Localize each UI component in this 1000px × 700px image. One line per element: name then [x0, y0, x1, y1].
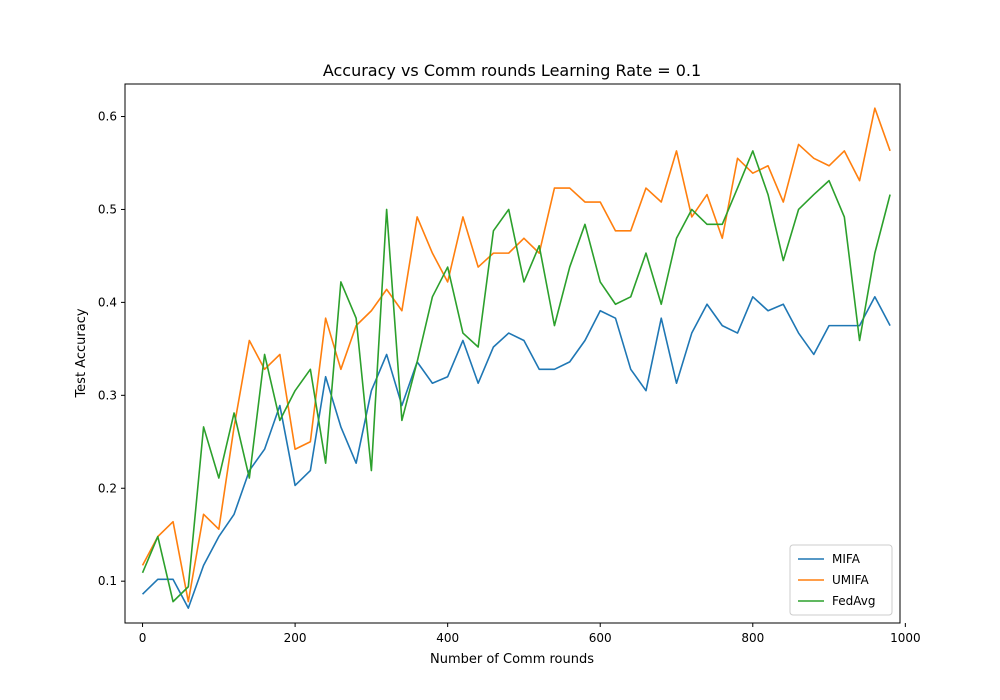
x-axis: 0 200 400 600 800 1000	[139, 623, 921, 645]
y-tick-label: 0.1	[98, 574, 117, 588]
legend-box	[789, 544, 893, 616]
y-tick-label: 0.3	[98, 388, 117, 402]
y-axis: 0.1 0.2 0.3 0.4 0.5 0.6	[98, 110, 125, 588]
series-line-mifa	[141, 296, 891, 609]
y-tick-label: 0.6	[98, 110, 117, 124]
x-tick-label: 0	[139, 631, 147, 645]
y-tick-label: 0.5	[98, 202, 117, 216]
legend-label-umifa: UMIFA	[832, 573, 869, 587]
legend-label-mifa: MIFA	[832, 552, 861, 566]
x-tick-label: 600	[589, 631, 612, 645]
x-tick-label: 400	[436, 631, 459, 645]
chart-title: Accuracy vs Comm rounds Learning Rate = …	[323, 61, 701, 80]
plot-frame	[124, 83, 901, 624]
x-tick-label: 200	[284, 631, 307, 645]
series-lines	[141, 107, 891, 609]
x-tick-label: 1000	[890, 631, 921, 645]
x-axis-label: Number of Comm rounds	[430, 652, 594, 667]
y-axis-label: Test Accuracy	[74, 308, 89, 398]
x-tick-label: 800	[741, 631, 764, 645]
y-tick-label: 0.2	[98, 481, 117, 495]
series-line-umifa	[141, 107, 891, 603]
y-tick-label: 0.4	[98, 295, 117, 309]
legend-label-fedavg: FedAvg	[832, 594, 875, 608]
legend: MIFA UMIFA FedAvg	[789, 544, 893, 616]
series-line-fedavg	[141, 150, 891, 603]
